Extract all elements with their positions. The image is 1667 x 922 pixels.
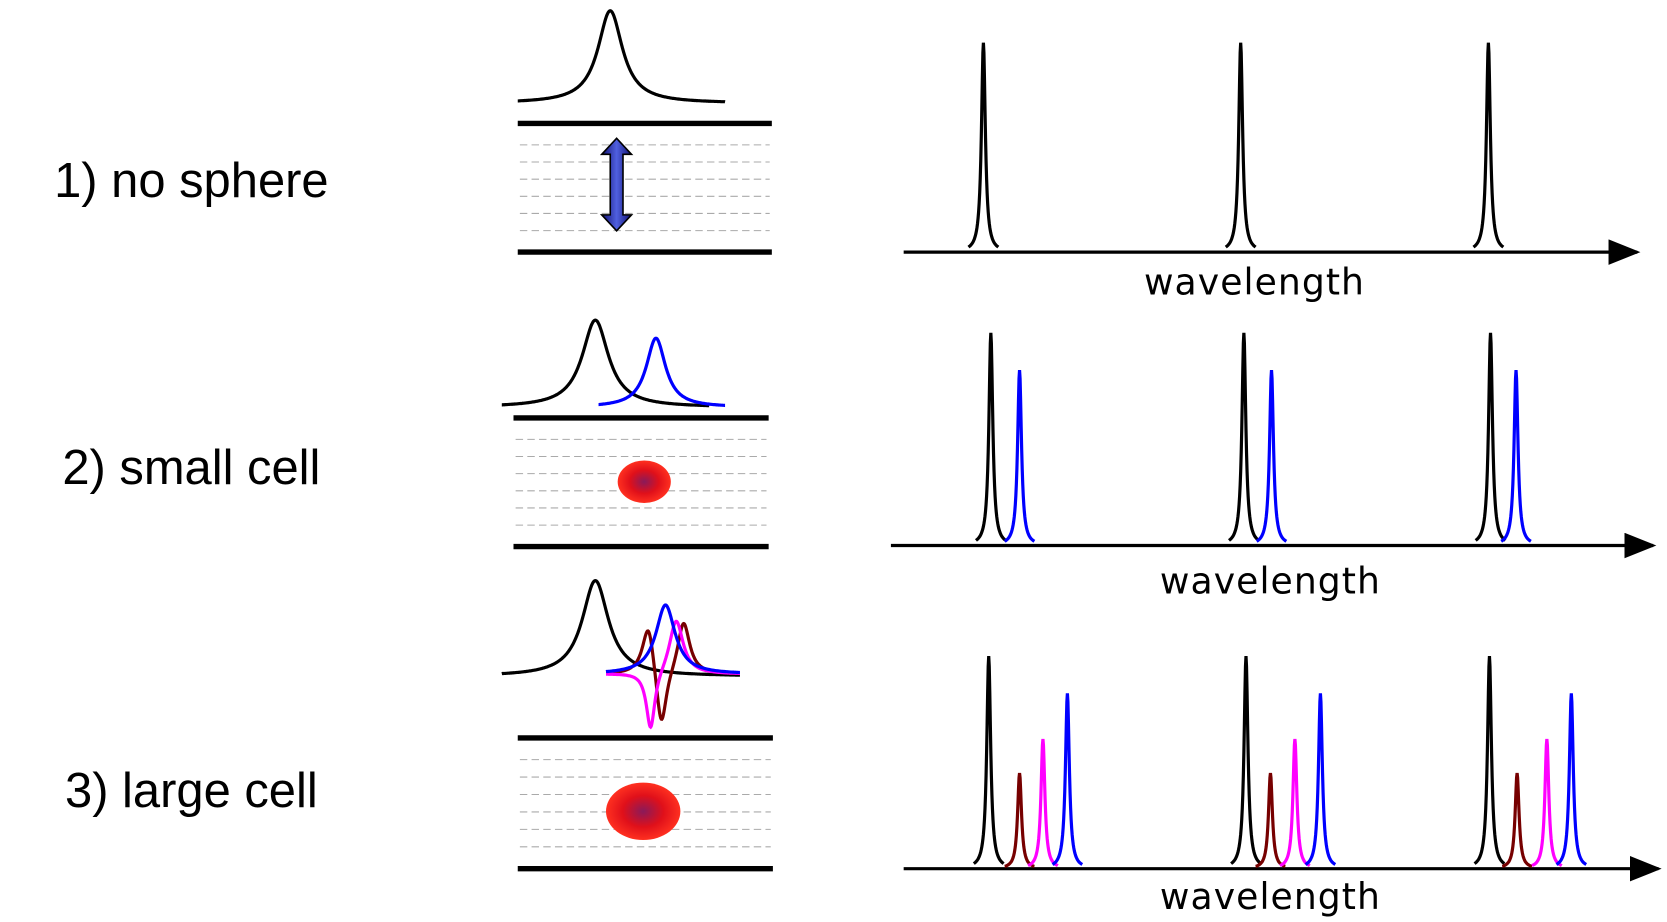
- cell: [605, 782, 681, 841]
- axis-label: wavelength: [1144, 261, 1365, 304]
- curve: [1255, 370, 1288, 543]
- curve: [1003, 370, 1036, 543]
- curve: [1472, 42, 1505, 249]
- curve: [1051, 693, 1084, 866]
- curve: [1004, 772, 1035, 868]
- curve: [1501, 772, 1533, 868]
- curve: [1224, 42, 1257, 249]
- curve: [1473, 656, 1506, 865]
- row-label: 2) small cell: [62, 441, 320, 495]
- row-label: 1) no sphere: [54, 154, 329, 208]
- arrow: [599, 137, 634, 232]
- curve: [1027, 738, 1059, 867]
- curve: [501, 578, 740, 677]
- cell: [617, 460, 671, 503]
- curve: [972, 656, 1005, 865]
- curve: [1474, 332, 1507, 542]
- curve: [1279, 738, 1311, 867]
- curve: [1500, 370, 1532, 543]
- curve: [1230, 656, 1262, 865]
- curve: [501, 318, 710, 408]
- axis-label: wavelength: [1160, 559, 1381, 602]
- curve: [1555, 693, 1588, 866]
- row-label: 3) large cell: [65, 764, 318, 818]
- curve: [967, 42, 1000, 249]
- curve: [517, 9, 726, 104]
- curve: [1227, 332, 1260, 542]
- curve: [598, 336, 726, 407]
- curve: [1304, 693, 1337, 866]
- curve: [1255, 772, 1286, 868]
- curve: [974, 332, 1007, 542]
- axis-label: wavelength: [1160, 875, 1381, 918]
- curve: [605, 603, 740, 675]
- curve: [1531, 738, 1563, 867]
